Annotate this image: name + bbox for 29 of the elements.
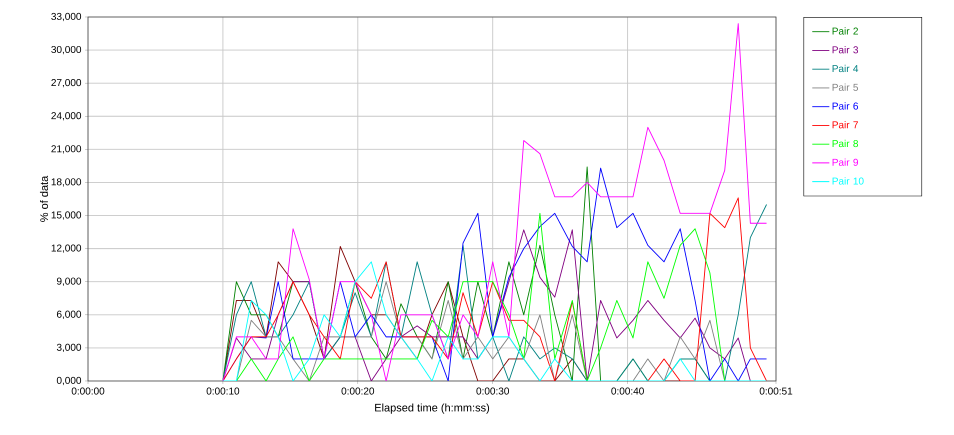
- legend-label: Pair 4: [832, 64, 858, 72]
- y-tick-label: 9,000: [56, 278, 82, 286]
- y-tick-label: 24,000: [51, 112, 82, 120]
- x-tick-label: 0:00:00: [72, 388, 104, 395]
- y-tick-label: 3,000: [56, 344, 82, 352]
- legend-label: Pair 2: [832, 27, 858, 35]
- legend-label: Pair 9: [832, 158, 858, 166]
- legend-label: Pair 6: [832, 102, 858, 110]
- x-tick-label: 0:00:10: [206, 388, 240, 395]
- legend-label: Pair 7: [832, 121, 858, 128]
- y-tick-label: 27,000: [51, 79, 82, 88]
- x-tick-label: 0:00:51: [760, 388, 792, 395]
- y-axis-title: % of data: [40, 176, 48, 222]
- y-tick-label: 21,000: [51, 145, 82, 154]
- legend-label: Pair 8: [832, 140, 858, 148]
- legend-label: Pair 5: [832, 84, 858, 91]
- y-tick-label: 0,000: [56, 376, 82, 386]
- x-tick-label: 0:00:40: [611, 388, 644, 395]
- legend-label: Pair 10: [832, 177, 864, 185]
- y-tick-label: 33,000: [51, 12, 82, 22]
- x-tick-label: 0:00:30: [476, 388, 509, 395]
- legend-label: Pair 3: [832, 46, 858, 54]
- y-tick-label: 12,000: [52, 244, 82, 253]
- x-axis-title: Elapsed time (h:mm:ss): [375, 403, 490, 414]
- y-tick-label: 18,000: [52, 178, 82, 187]
- y-tick-label: 15,000: [52, 211, 82, 220]
- y-tick-label: 30,000: [51, 46, 82, 54]
- y-tick-label: 6,000: [56, 310, 82, 319]
- x-tick-label: 0:00:20: [342, 388, 374, 395]
